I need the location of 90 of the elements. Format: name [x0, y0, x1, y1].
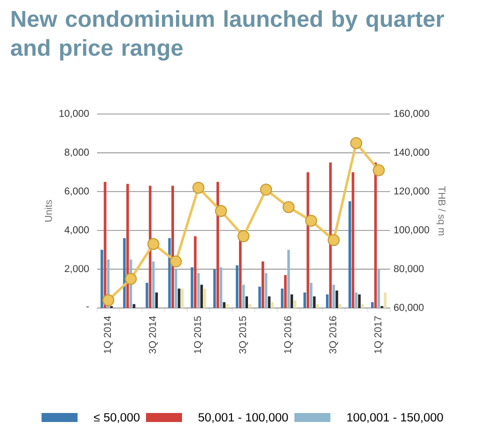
point [260, 184, 272, 196]
bar [271, 302, 274, 308]
bar [290, 294, 294, 308]
bar [352, 172, 354, 308]
y2-tick-label: 60,000 [394, 304, 424, 312]
point [102, 294, 114, 306]
bar [226, 304, 229, 308]
bar [264, 273, 268, 308]
y-tick-label: 8,000 [64, 148, 89, 157]
y-tick-label: 2,000 [64, 265, 89, 274]
point [372, 164, 385, 176]
bar [220, 267, 222, 308]
bar [332, 284, 335, 308]
y2-tick-label: 100,000 [394, 226, 430, 235]
bar [329, 162, 332, 308]
bar [262, 261, 264, 308]
bar [248, 304, 252, 308]
bar [180, 288, 184, 308]
bar [326, 294, 329, 308]
bar [190, 267, 194, 308]
point [214, 205, 227, 218]
bar [236, 265, 238, 308]
y-tick-label: 4,000 [64, 226, 89, 235]
bar [348, 201, 352, 308]
x-tick-label: 3Q 2014 [148, 316, 158, 354]
bar [384, 292, 386, 308]
bar [303, 292, 306, 308]
point [192, 182, 204, 194]
bar [239, 240, 242, 308]
legend-label: 100,001 - 150,000 [347, 413, 443, 423]
y-tick-label: 6,000 [64, 188, 89, 196]
y2-tick-label: 120,000 [394, 188, 430, 196]
y2-axis-title: THB / sq m [436, 186, 446, 236]
bar [310, 282, 312, 308]
bar [152, 261, 155, 308]
bar [287, 250, 290, 308]
legend-label: 50,001 - 100,000 [198, 413, 288, 423]
bar [294, 300, 296, 308]
bar [361, 304, 364, 308]
x-tick-label: 3Q 2016 [329, 316, 338, 354]
bar [371, 302, 374, 308]
point [147, 238, 160, 250]
bar [374, 162, 377, 308]
bar [358, 294, 361, 308]
bar [313, 296, 316, 308]
bar [377, 269, 380, 308]
legend-label: ≤ 50,000 [94, 413, 140, 423]
chart-title: New condominium launched by quarter and price range [10, 10, 444, 61]
bar [168, 238, 171, 308]
y-tick-label: 10,000 [60, 110, 89, 118]
x-tick-label: 3Q 2015 [239, 316, 248, 354]
point [282, 201, 295, 214]
point [328, 234, 340, 246]
bar [284, 275, 287, 308]
bar [146, 282, 148, 308]
bar [123, 238, 126, 308]
bar [338, 304, 342, 308]
bar [213, 269, 216, 308]
point [124, 272, 137, 285]
bar [268, 296, 271, 308]
bar [178, 288, 180, 308]
bar [194, 236, 197, 308]
y2-tick-label: 160,000 [394, 110, 430, 118]
bar [354, 292, 358, 308]
y2-tick-label: 80,000 [394, 265, 424, 274]
point [238, 230, 250, 242]
x-tick-label: 1Q 2015 [194, 316, 203, 354]
bar [200, 284, 203, 308]
bar [204, 288, 206, 308]
point [170, 255, 182, 268]
x-tick-label: 1Q 2016 [284, 316, 294, 354]
bar [132, 304, 136, 308]
bar [222, 302, 226, 308]
bar [316, 304, 319, 308]
bar [280, 288, 284, 308]
bar [245, 296, 248, 308]
point [305, 214, 318, 227]
bar [174, 269, 178, 308]
bar [100, 250, 104, 308]
bar [242, 284, 245, 308]
bar [258, 286, 261, 308]
y2-tick-label: 140,000 [394, 148, 430, 157]
point [350, 137, 362, 150]
x-tick-label: 1Q 2017 [374, 316, 384, 354]
bar [336, 290, 338, 308]
y-tick-label: - [86, 306, 89, 308]
bar [155, 292, 158, 308]
y-axis-title: Units [44, 200, 52, 222]
bar [197, 273, 200, 308]
x-tick-label: 1Q 2014 [104, 316, 113, 354]
